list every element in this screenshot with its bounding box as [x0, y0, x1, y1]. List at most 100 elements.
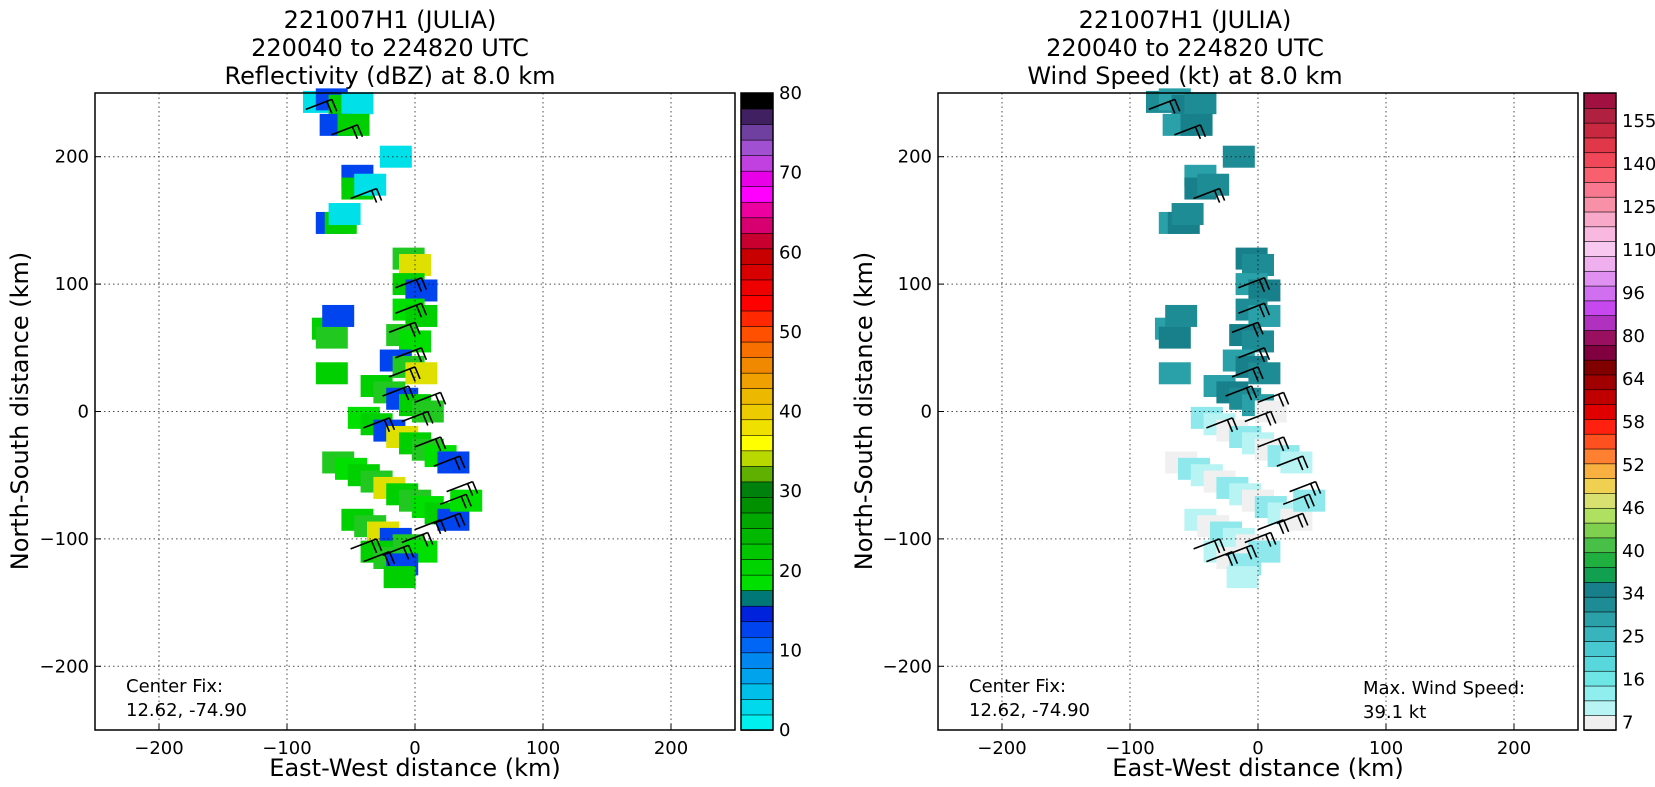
x-tick-label: −200: [134, 738, 183, 759]
colorbar-frame: [1583, 92, 1617, 731]
colorbar-tick-label: 80: [779, 83, 802, 104]
colorbar-segment: [1583, 211, 1617, 228]
wind-barb-shaft: [414, 436, 441, 448]
colorbar-segment: [740, 356, 774, 374]
wind-barb-flag: [1245, 387, 1253, 401]
wind-barb-flag: [427, 532, 434, 545]
wind-barb-flag: [356, 124, 364, 138]
colorbar-segment: [1583, 655, 1617, 672]
field-cell: [322, 304, 355, 327]
field-cell: [1165, 304, 1198, 327]
colorbar-segment: [1583, 433, 1617, 450]
wind-barb-flag: [420, 347, 428, 361]
field-cell: [1158, 362, 1191, 385]
colorbar-segment: [1583, 151, 1617, 168]
wind-barb-shaft: [395, 347, 422, 359]
colorbar-segment: [740, 248, 774, 265]
colorbar-segment: [740, 139, 774, 156]
colorbar-segment: [740, 683, 774, 700]
right-title-line-3: Wind Speed (kt) at 8.0 km: [1027, 62, 1343, 90]
colorbar-segment: [1583, 611, 1617, 628]
wind-barb-shaft: [350, 538, 377, 550]
colorbar-segment: [740, 450, 774, 467]
wind-barb-flag: [1282, 436, 1290, 450]
x-tick-label: 200: [1497, 738, 1531, 759]
wind-barb-flag: [1213, 190, 1221, 203]
wind-barb-flag: [1258, 304, 1266, 318]
wind-barb-shaft: [382, 544, 409, 557]
wind-barb-flag: [1252, 324, 1259, 337]
colorbar-segment: [740, 558, 774, 576]
wind-barb-shaft: [1238, 276, 1265, 289]
colorbar-tick-label: 25: [1622, 627, 1645, 648]
wind-barb-flag: [326, 101, 333, 114]
colorbar-tick-label: 20: [779, 561, 802, 582]
wind-barb-shaft: [1244, 531, 1272, 544]
colorbar-segment: [1583, 329, 1617, 346]
right-gridlines: [938, 93, 1578, 730]
left-x-axis-label: East-West distance (km): [269, 754, 560, 782]
wind-barb-flag: [1263, 302, 1271, 316]
wind-barb-flag: [388, 551, 396, 564]
wind-barb-shaft: [350, 187, 377, 200]
wind-barb-flag: [1218, 538, 1226, 552]
colorbar-segment: [1583, 670, 1617, 687]
colorbar-segment: [740, 123, 774, 141]
colorbar-tick-label: 40: [779, 402, 802, 423]
wind-barb-flag: [1194, 126, 1202, 140]
colorbar-tick-label: 70: [779, 163, 802, 184]
wind-barb-shaft: [388, 366, 416, 378]
colorbar-tick-label: 64: [1622, 369, 1645, 390]
left-y-axis-label: North-South distance (km): [6, 252, 34, 571]
wind-speed-colorbar: 7 16 25 34 40 46 52 58 64 80 96 110 125 140 155: [1583, 92, 1655, 734]
field-cell: [1248, 362, 1281, 385]
colorbar-segment: [740, 418, 774, 436]
wind-barb-flag: [331, 99, 338, 112]
field-cell: [315, 326, 348, 349]
colorbar-segment: [1583, 581, 1617, 598]
colorbar-tick-label: 96: [1622, 283, 1645, 304]
wind-barb-flag: [1265, 534, 1272, 547]
colorbar-segment: [740, 512, 774, 529]
right-axis-ticks: −200 −100 0 100 200 −200 −100 0 100 200: [883, 147, 1532, 759]
colorbar-tick-label: 60: [779, 242, 802, 263]
colorbar-segment: [740, 434, 774, 452]
colorbar-segment: [1583, 240, 1617, 257]
wind-barb-flag: [1282, 519, 1290, 533]
wind-barb-flag: [1302, 455, 1309, 469]
wind-barb-shaft: [1238, 347, 1265, 359]
wind-barb-shaft: [305, 98, 333, 111]
wind-speed-panel: −200 −100 0 100 200 −200 −100 0 100 200 East-West…: [850, 88, 1655, 782]
wind-barb-shaft: [1257, 519, 1284, 531]
wind-barb-flag: [1213, 540, 1221, 554]
colorbar-segment: [740, 589, 774, 607]
wind-barb-flag: [351, 126, 359, 140]
wind-barb-shaft: [433, 512, 461, 525]
colorbar-segment: [1583, 566, 1617, 583]
wind-barb-flag: [414, 366, 421, 380]
wind-barb-flag: [422, 534, 429, 547]
field-cell: [405, 362, 438, 385]
colorbar-segment: [1583, 359, 1617, 376]
wind-barb-shaft: [395, 276, 422, 289]
wind-barb-flag: [407, 544, 415, 558]
wind-barb-flag: [388, 417, 396, 431]
colorbar-segment: [1583, 107, 1617, 124]
wind-barb-flag: [370, 540, 378, 554]
wind-barb-flag: [1257, 322, 1264, 335]
wind-barb-shaft: [1193, 538, 1220, 550]
colorbar-segment: [1583, 181, 1617, 198]
y-tick-label: 100: [55, 274, 89, 295]
wind-barb-shaft: [1231, 321, 1259, 334]
x-tick-label: −100: [262, 738, 311, 759]
wind-barb-flag: [466, 483, 474, 496]
field-cell: [341, 92, 374, 115]
colorbar-segment: [740, 201, 774, 219]
wind-barb-flag: [471, 481, 479, 494]
wind-barb-flag: [1258, 349, 1266, 363]
colorbar-segment: [1583, 685, 1617, 702]
wind-barb-shaft: [1257, 436, 1284, 448]
wind-barb-flag: [459, 513, 466, 526]
wind-barb-flag: [439, 519, 447, 533]
